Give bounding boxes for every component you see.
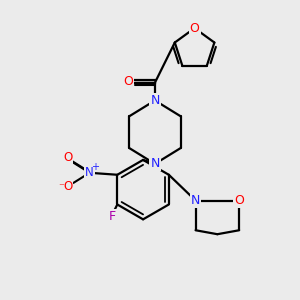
- Text: N: N: [191, 194, 200, 207]
- Text: O: O: [190, 22, 200, 34]
- Text: F: F: [109, 210, 116, 223]
- Text: +: +: [92, 162, 100, 172]
- Text: O: O: [234, 194, 244, 207]
- Text: O: O: [123, 75, 133, 88]
- Text: N: N: [85, 166, 94, 179]
- Text: O: O: [63, 180, 72, 193]
- Text: N: N: [150, 94, 160, 107]
- Text: O: O: [63, 152, 72, 164]
- Text: N: N: [150, 158, 160, 170]
- Text: ⁻: ⁻: [58, 183, 64, 193]
